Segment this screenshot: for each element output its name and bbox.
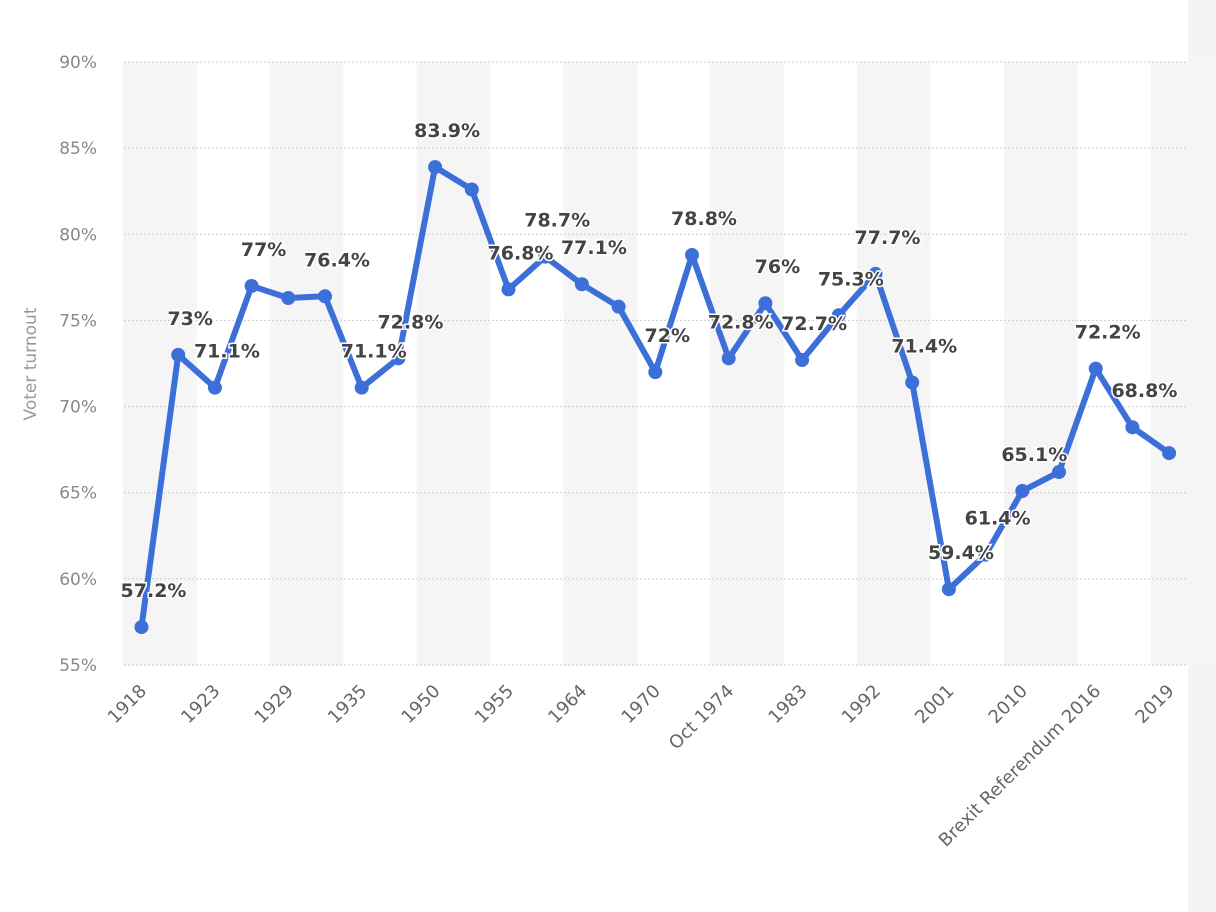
x-tick-label: 1935 [324,681,371,728]
data-point [134,620,149,635]
data-point [1015,483,1030,498]
data-label: 72% [645,325,690,347]
y-axis-tick-labels: 55% 60% 65% 70% 75% 80% 85% 90% [59,53,97,676]
y-tick-label: 55% [59,656,97,676]
data-point [685,247,699,262]
data-labels: 57.2% 73% 71.1% 77% 76.4% 71.1% 72.8% 83.9% 76.8… [119,119,1179,604]
data-label: 83.9% [414,120,480,142]
column-band [857,62,931,665]
data-point [207,380,222,395]
x-tick-label: 1964 [544,681,591,728]
y-axis-title: Voter turnout [21,307,41,420]
column-band [710,62,784,665]
data-label: 65.1% [1001,444,1067,466]
data-point [1162,446,1177,461]
x-tick-label: 1950 [397,681,444,728]
data-label: 72.8% [377,311,443,333]
data-point [354,380,369,395]
data-point [464,182,479,197]
data-label: 68.8% [1111,380,1177,402]
column-band [269,62,344,665]
column-band [1150,62,1216,665]
data-point [538,249,553,264]
data-point [831,308,846,323]
x-tick-label: 1983 [764,681,811,728]
x-tick-label: 1923 [177,681,224,728]
column-band [1003,62,1078,665]
data-point [1052,465,1066,480]
data-point [501,282,516,297]
x-tick-label: 2019 [1131,681,1178,728]
data-label: 72.8% [708,311,774,333]
data-point [428,160,443,175]
data-point [648,365,663,380]
y-tick-label: 80% [59,225,97,245]
column-band [416,62,491,665]
data-point [758,296,773,311]
x-tick-label: 1918 [104,681,151,728]
data-point [318,289,332,304]
y-tick-label: 90% [59,53,97,73]
data-label: 78.7% [524,210,590,232]
data-label: 61.4% [965,508,1031,530]
data-label: 77.7% [855,227,921,249]
data-label: 76.4% [304,249,370,271]
data-point [391,351,406,366]
y-tick-label: 65% [59,484,97,504]
data-label: 76.8% [488,242,554,264]
data-point [795,353,810,368]
x-tick-label: Oct 1974 [665,681,738,754]
y-tick-label: 85% [59,139,97,159]
x-tick-label: 1955 [471,681,518,728]
data-label: 71.1% [194,341,260,363]
x-tick-label: 1929 [251,681,298,728]
data-point [868,266,883,281]
data-label: 78.8% [671,208,737,230]
data-label: 59.4% [928,542,994,564]
data-point [941,582,956,597]
data-point [281,291,296,306]
data-point [1088,361,1103,376]
data-label: 77.1% [561,237,627,259]
data-point [611,299,626,314]
x-tick-label: 2010 [985,681,1032,728]
turnout-series [134,160,1177,635]
horizontal-gridlines [124,61,1186,666]
data-point [244,278,259,293]
data-label: 71.4% [891,335,957,357]
y-tick-label: 75% [59,311,97,331]
data-label: 71.1% [341,341,407,363]
y-tick-label: 60% [59,570,97,590]
data-point [574,277,589,292]
x-tick-label: 1970 [618,681,665,728]
data-point [978,547,993,562]
data-label: 57.2% [121,580,187,602]
x-tick-label: 2001 [911,681,958,728]
data-label: 75.3% [818,268,884,290]
alternating-column-bands [123,62,1216,665]
data-point [171,347,186,362]
data-label: 76% [755,256,800,278]
x-tick-label: 1992 [838,681,885,728]
y-tick-label: 70% [59,398,97,418]
data-label: 73% [167,308,212,330]
data-point [1125,420,1140,435]
data-label: 77% [241,239,286,261]
data-label: 72.2% [1075,322,1141,344]
data-point [721,351,736,366]
x-axis-tick-labels: 1918 1923 1929 1935 1950 1955 1964 1970 Oct 1974… [104,681,1179,852]
data-label: 72.7% [781,313,847,335]
data-point [905,375,920,390]
column-band [563,62,637,665]
